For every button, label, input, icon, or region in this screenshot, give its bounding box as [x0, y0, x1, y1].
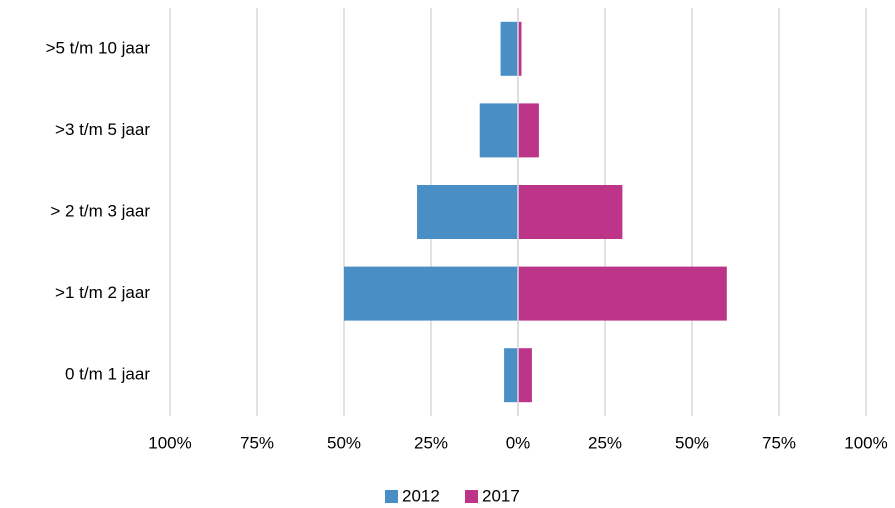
- bar: [518, 103, 539, 158]
- x-tick-label: 25%: [588, 433, 622, 452]
- legend-label: 2012: [402, 486, 440, 505]
- x-tick-label: 100%: [148, 433, 191, 452]
- x-tick-label: 100%: [844, 433, 887, 452]
- legend-label: 2017: [482, 486, 520, 505]
- bar: [518, 266, 727, 321]
- bar: [479, 103, 518, 158]
- bar: [518, 185, 623, 239]
- y-tick-label: >3 t/m 5 jaar: [55, 120, 150, 139]
- y-tick-label: 0 t/m 1 jaar: [65, 365, 150, 384]
- x-tick-label: 50%: [327, 433, 361, 452]
- bar: [417, 185, 518, 239]
- legend-swatch: [385, 490, 398, 503]
- bar: [504, 348, 518, 403]
- x-tick-label: 75%: [762, 433, 796, 452]
- bar: [518, 21, 522, 76]
- y-tick-label: >5 t/m 10 jaar: [46, 38, 151, 57]
- x-tick-label: 50%: [675, 433, 709, 452]
- bar: [344, 266, 518, 321]
- bar: [500, 21, 518, 76]
- legend-swatch: [465, 490, 478, 503]
- x-tick-label: 0%: [506, 433, 531, 452]
- x-tick-label: 25%: [414, 433, 448, 452]
- x-tick-label: 75%: [240, 433, 274, 452]
- bar: [518, 348, 532, 403]
- y-tick-label: > 2 t/m 3 jaar: [50, 201, 150, 220]
- y-tick-label: >1 t/m 2 jaar: [55, 283, 150, 302]
